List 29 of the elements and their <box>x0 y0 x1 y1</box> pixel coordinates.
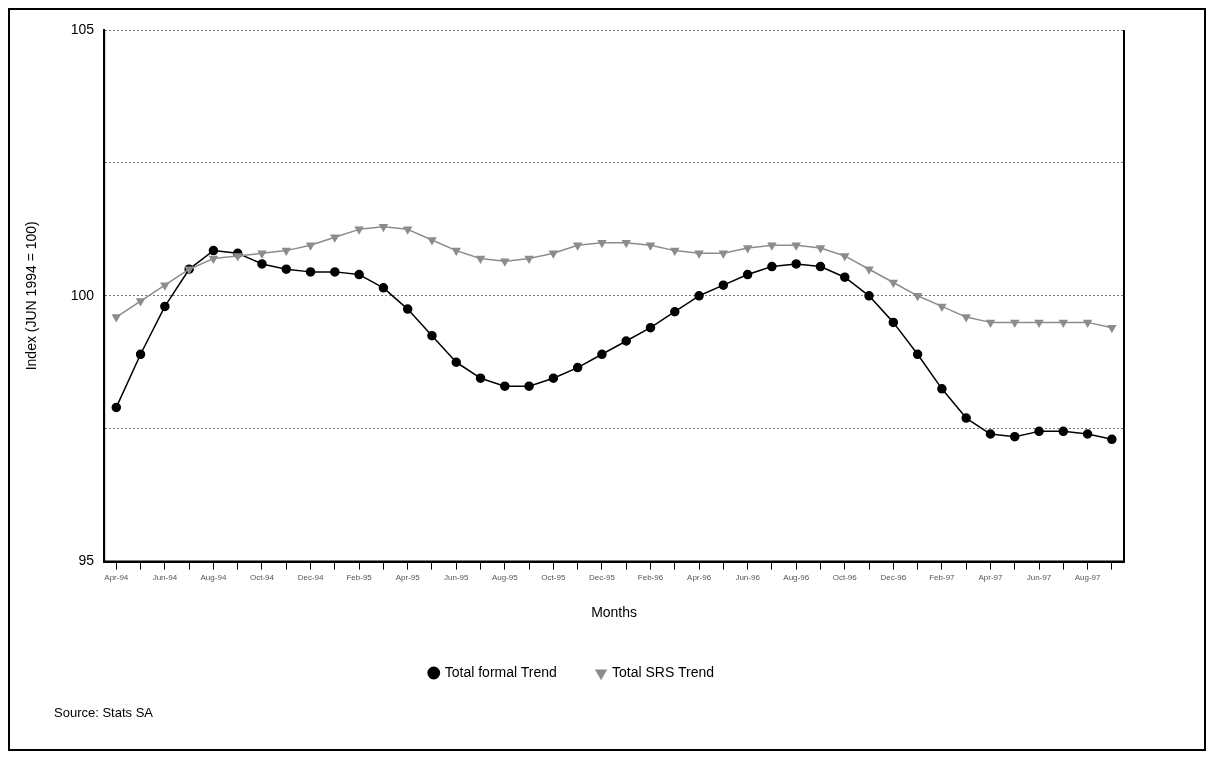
x-tick-label: Apr-94 <box>104 572 129 582</box>
x-tick-label: Jun-95 <box>444 572 470 582</box>
x-tick-label: Jun-97 <box>1026 572 1052 582</box>
x-tick-label: Dec-95 <box>589 572 616 582</box>
x-tick-label: Feb-97 <box>929 572 956 582</box>
source-note: Source: Stats SA <box>54 705 153 720</box>
x-tick-label: Aug-94 <box>200 572 227 582</box>
x-tick-label: Feb-95 <box>346 572 373 582</box>
x-tick-label: Aug-95 <box>491 572 519 582</box>
x-tick-label: Dec-96 <box>880 572 907 582</box>
x-tick-label: Jun-94 <box>152 572 178 582</box>
x-tick-label: Aug-97 <box>1074 572 1102 582</box>
x-tick-label: Apr-95 <box>395 572 421 582</box>
y-tick-label: 95 <box>78 552 95 569</box>
x-tick-label: Oct-96 <box>832 572 858 582</box>
x-tick-label: Aug-96 <box>783 572 810 582</box>
x-tick-label: Jun-96 <box>735 572 761 582</box>
x-tick-label: Dec-94 <box>297 572 324 582</box>
x-tick-label: Oct-94 <box>249 572 275 582</box>
x-tick-label: Apr-97 <box>978 572 1003 582</box>
y-tick-label: 100 <box>70 286 95 303</box>
y-tick-label: 105 <box>70 20 95 37</box>
x-tick-label: Oct-95 <box>541 572 566 582</box>
legend-label: Total formal Trend <box>444 663 557 680</box>
x-axis-title: Months <box>591 604 638 621</box>
legend-label: Total SRS Trend <box>612 663 714 680</box>
x-tick-label: Apr-96 <box>687 572 712 582</box>
y-axis-title: Index (JUN 1994 = 100) <box>23 221 40 371</box>
x-tick-label: Feb-96 <box>637 572 664 582</box>
